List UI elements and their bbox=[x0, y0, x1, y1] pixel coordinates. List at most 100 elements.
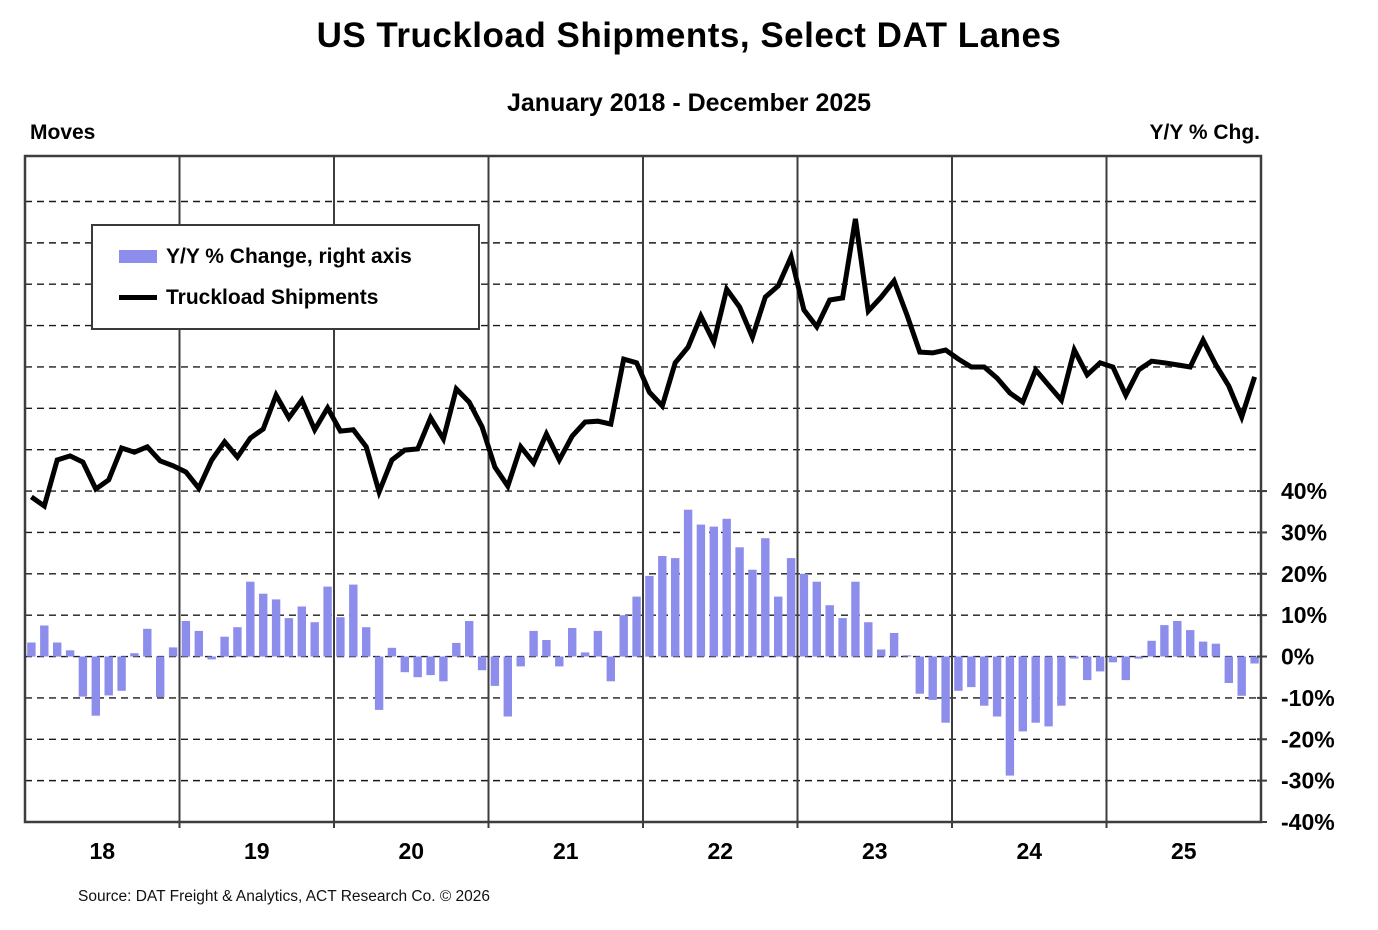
right-axis-tick-label: 0% bbox=[1281, 644, 1314, 670]
yoy-change-bar bbox=[503, 656, 512, 717]
yoy-change-bar bbox=[310, 622, 319, 657]
yoy-change-bar bbox=[181, 621, 191, 657]
yoy-change-bar bbox=[1250, 656, 1259, 664]
yoy-change-bar bbox=[220, 636, 229, 657]
x-axis-tick-label: 21 bbox=[553, 838, 579, 864]
yoy-change-bar bbox=[658, 556, 667, 657]
yoy-change-bar bbox=[259, 593, 268, 657]
yoy-change-bar bbox=[1044, 656, 1053, 727]
yoy-change-bar bbox=[1237, 656, 1246, 696]
yoy-change-bar bbox=[1224, 656, 1233, 683]
yoy-change-bar bbox=[1095, 656, 1105, 672]
yoy-bar-swatch-icon bbox=[119, 250, 157, 263]
yoy-change-bar bbox=[954, 656, 963, 691]
legend-label-yoy-change: Y/Y % Change, right axis bbox=[166, 244, 412, 268]
right-axis-title: Y/Y % Chg. bbox=[1149, 121, 1260, 144]
yoy-change-bar bbox=[439, 656, 448, 682]
yoy-change-bar bbox=[156, 656, 165, 697]
yoy-change-bar bbox=[606, 656, 615, 682]
yoy-change-bar bbox=[1186, 630, 1195, 657]
yoy-change-bar bbox=[53, 642, 62, 657]
legend-item-truckload-shipments: Truckload Shipments bbox=[119, 286, 468, 310]
yoy-change-bar bbox=[1147, 640, 1156, 657]
yoy-change-bar bbox=[1211, 643, 1221, 657]
yoy-change-bar bbox=[902, 655, 912, 657]
source-note: Source: DAT Freight & Analytics, ACT Res… bbox=[78, 888, 491, 905]
yoy-change-bar bbox=[490, 656, 500, 686]
yoy-change-bar bbox=[284, 618, 294, 657]
yoy-change-bar bbox=[529, 630, 538, 657]
legend-item-yoy-change: Y/Y % Change, right axis bbox=[119, 245, 468, 269]
x-axis-tick-label: 24 bbox=[1016, 838, 1042, 864]
yoy-change-bar bbox=[1160, 625, 1169, 657]
yoy-change-bar bbox=[774, 596, 783, 657]
yoy-change-bar bbox=[632, 596, 641, 657]
yoy-change-bar bbox=[967, 656, 976, 688]
yoy-change-bar bbox=[465, 621, 474, 657]
yoy-change-bar bbox=[568, 628, 577, 657]
yoy-change-bar bbox=[1005, 656, 1015, 776]
yoy-change-bar bbox=[915, 656, 924, 694]
yoy-change-bar bbox=[580, 652, 590, 657]
yoy-change-bar bbox=[748, 569, 757, 657]
yoy-change-bar bbox=[1057, 656, 1066, 706]
yoy-change-bar bbox=[1070, 656, 1079, 659]
yoy-change-bar bbox=[246, 581, 255, 657]
yoy-change-bar bbox=[271, 599, 281, 657]
yoy-change-bar bbox=[812, 581, 821, 657]
yoy-change-bar bbox=[761, 538, 770, 657]
yoy-change-bar bbox=[207, 656, 216, 660]
yoy-change-bar bbox=[362, 627, 371, 657]
yoy-change-bar bbox=[387, 647, 397, 657]
yoy-change-bar bbox=[864, 622, 873, 657]
yoy-change-bar bbox=[516, 656, 525, 667]
yoy-change-bar bbox=[1083, 656, 1092, 681]
x-axis-tick-label: 18 bbox=[89, 838, 115, 864]
yoy-change-bar bbox=[426, 656, 435, 676]
yoy-change-bar bbox=[452, 642, 461, 657]
yoy-change-bar bbox=[130, 653, 139, 657]
chart-subtitle: January 2018 - December 2025 bbox=[506, 89, 872, 117]
x-axis-tick-label: 23 bbox=[862, 838, 888, 864]
yoy-change-bar bbox=[735, 547, 744, 657]
yoy-change-bar bbox=[91, 656, 100, 716]
chart-title: US Truckload Shipments, Select DAT Lanes bbox=[316, 16, 1062, 55]
yoy-change-bar bbox=[928, 656, 937, 700]
yoy-change-bar bbox=[104, 656, 113, 696]
yoy-change-bar bbox=[851, 581, 860, 657]
yoy-change-bar bbox=[233, 627, 242, 657]
yoy-change-bar bbox=[40, 625, 49, 657]
right-axis-tick-label: 10% bbox=[1281, 602, 1327, 628]
x-axis-tick-label: 19 bbox=[244, 838, 270, 864]
x-axis-tick-label: 20 bbox=[398, 838, 424, 864]
yoy-change-bar bbox=[645, 575, 654, 657]
yoy-change-bar bbox=[941, 656, 950, 723]
right-axis-tick-label: 20% bbox=[1281, 561, 1327, 587]
yoy-change-bar bbox=[696, 524, 706, 657]
right-axis-tick-label: -40% bbox=[1281, 809, 1335, 835]
yoy-change-bar bbox=[1121, 656, 1130, 681]
yoy-change-bar bbox=[1108, 656, 1118, 663]
yoy-change-bar bbox=[1173, 621, 1182, 657]
yoy-change-bar bbox=[1198, 641, 1208, 657]
yoy-change-bar bbox=[1134, 656, 1143, 659]
yoy-change-bar bbox=[400, 656, 409, 673]
yoy-change-bar bbox=[799, 573, 809, 657]
yoy-change-bar bbox=[619, 615, 628, 657]
yoy-change-bar bbox=[413, 656, 422, 678]
left-axis-title: Moves bbox=[30, 121, 96, 144]
shipments-line-swatch-icon bbox=[119, 295, 157, 300]
yoy-change-bar bbox=[709, 526, 718, 657]
yoy-change-bar bbox=[336, 617, 345, 657]
yoy-change-bar bbox=[477, 656, 487, 671]
yoy-change-bar bbox=[555, 656, 564, 667]
yoy-change-bar bbox=[297, 606, 306, 657]
yoy-change-bar bbox=[838, 618, 847, 657]
yoy-change-bar bbox=[1018, 656, 1027, 732]
right-axis-tick-label: -10% bbox=[1281, 685, 1335, 711]
yoy-change-bar bbox=[542, 640, 551, 657]
right-axis-tick-label: 40% bbox=[1281, 478, 1327, 504]
yoy-change-bar bbox=[683, 509, 693, 657]
yoy-change-bar bbox=[593, 630, 603, 657]
